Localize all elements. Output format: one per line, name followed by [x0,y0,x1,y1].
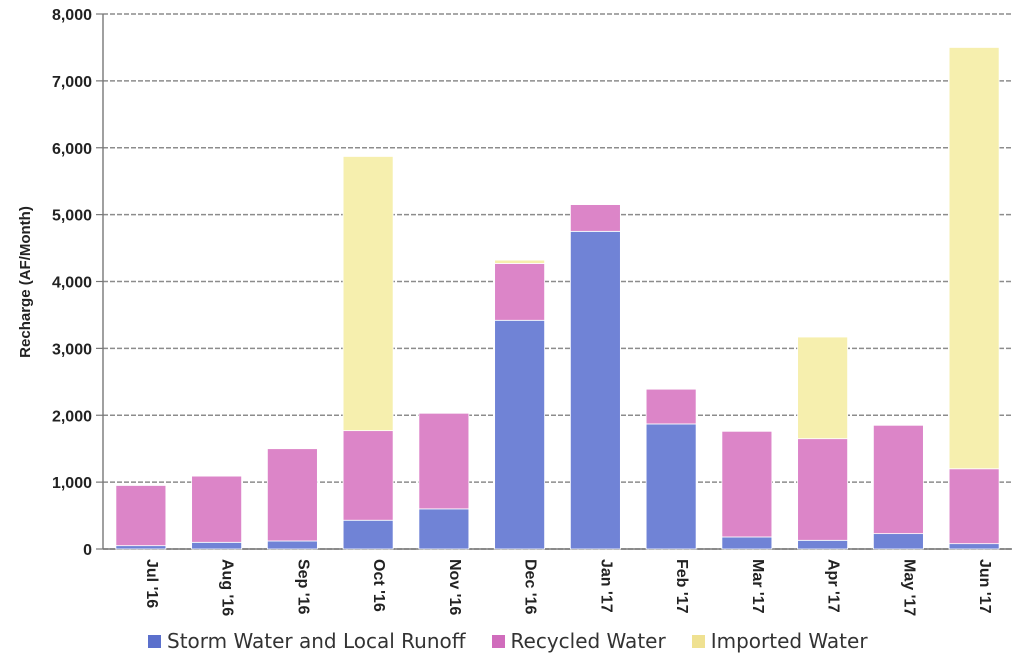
bar-imported-water [494,259,546,264]
bar-imported-water [948,47,1000,470]
x-tick-label: Jan '17 [597,559,614,613]
bar-recycled-water [872,424,924,535]
y-tick-label: 8,000 [52,7,92,24]
bar-storm-water-and-local-runoff [266,540,318,550]
bar-storm-water-and-local-runoff [494,319,546,550]
legend-item-recycled-water: Recycled Water [491,629,666,653]
x-tick-label: Oct '16 [370,559,387,612]
stacked-bar-chart: 0 1,000 2,000 3,000 4,000 5,000 6,000 7,000 8,00… [17,7,1012,616]
axes [102,14,1012,550]
y-tick-label: 5,000 [52,208,92,225]
y-tick-label: 6,000 [52,141,92,158]
bar-storm-water-and-local-runoff [418,508,470,550]
x-tick-label: Aug '16 [219,559,236,616]
bar-recycled-water [191,475,243,543]
y-tick-label: 3,000 [52,341,92,358]
legend-label-recycled-water: Recycled Water [510,629,666,653]
legend-swatch-storm-water [148,634,161,648]
y-tick-label: 1,000 [52,475,92,492]
bar-imported-water [342,156,394,432]
bar-recycled-water [342,430,394,521]
legend-swatch-imported-water [691,634,705,648]
x-tick-label: Apr '17 [825,559,842,613]
x-tick-labels: Jul '16 Aug '16 Sep '16 Oct '16 Nov '16 Dec '… [143,559,993,616]
bar-recycled-water [569,204,621,232]
bar-recycled-water [645,388,697,425]
bar-storm-water-and-local-runoff [948,543,1000,550]
x-tick-label: Sep '16 [294,559,311,614]
bar-recycled-water [948,468,1000,545]
x-tick-label: Feb '17 [673,559,690,614]
bar-storm-water-and-local-runoff [797,539,849,550]
x-tick-label: Mar '17 [749,559,766,614]
bar-recycled-water [266,448,318,542]
x-tick-label: Jun '17 [976,559,993,614]
legend-swatch-recycled-water [491,634,505,648]
bar-imported-water [797,336,849,440]
x-tick-label: Jul '16 [143,559,160,608]
legend-label-storm-water: Storm Water and Local Runoff [167,629,466,653]
legend-item-imported-water: Imported Water [691,629,868,653]
bar-recycled-water [418,412,470,510]
bars [115,47,1000,550]
bar-storm-water-and-local-runoff [569,230,621,550]
y-tick-label: 4,000 [52,275,92,292]
x-tick-label: May '17 [900,559,917,616]
bar-storm-water-and-local-runoff [721,536,773,550]
legend-item-storm-water: Storm Water and Local Runoff [148,629,466,653]
bar-recycled-water [721,430,773,538]
x-tick-label: Nov '16 [446,559,463,615]
y-tick-label: 0 [83,542,92,559]
legend-label-imported-water: Imported Water [710,629,868,653]
bar-recycled-water [494,263,546,321]
x-tick-label: Dec '16 [522,559,539,615]
gridlines [96,13,1012,550]
bar-storm-water-and-local-runoff [645,423,697,550]
bar-storm-water-and-local-runoff [191,541,243,550]
legend: Storm Water and Local Runoff Recycled Wa… [148,628,894,654]
bar-recycled-water [115,485,167,547]
bar-recycled-water [797,438,849,541]
bar-storm-water-and-local-runoff [115,545,167,550]
y-tick-label: 2,000 [52,408,92,425]
bar-storm-water-and-local-runoff [872,533,924,550]
y-axis-label: Recharge (AF/Month) [17,206,34,358]
bar-storm-water-and-local-runoff [342,519,394,550]
y-tick-labels: 0 1,000 2,000 3,000 4,000 5,000 6,000 7,000 8,00… [52,7,92,559]
y-tick-label: 7,000 [52,74,92,91]
